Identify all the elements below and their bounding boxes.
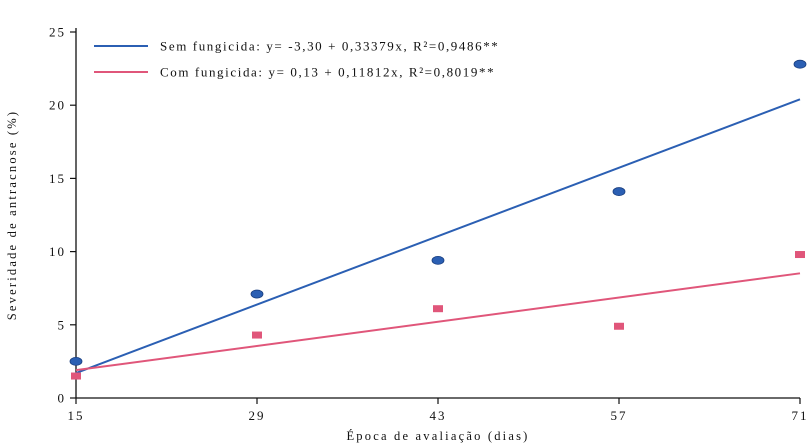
point-com-fungicida-43 — [433, 305, 443, 313]
point-sem-fungicida-29 — [250, 289, 264, 299]
x-tick-label-71: 71 — [792, 408, 808, 423]
legend-label-com-fungicida: Com fungicida: y= 0,13 + 0,11812x, R²=0,… — [160, 65, 495, 80]
y-tick-label-25: 25 — [49, 25, 66, 40]
x-tick-label-43: 43 — [430, 408, 447, 423]
axis-titles: Época de avaliação (dias) Severidade de a… — [5, 110, 529, 443]
fit-lines — [75, 98, 801, 374]
x-axis-title: Época de avaliação (dias) — [346, 429, 529, 443]
y-tick-label-0: 0 — [58, 391, 67, 406]
point-com-fungicida-15 — [71, 372, 81, 380]
point-sem-fungicida-57 — [612, 187, 626, 196]
point-com-fungicida-29 — [252, 331, 262, 339]
x-tick-label-29: 29 — [249, 408, 266, 423]
point-com-fungicida-57 — [614, 322, 624, 330]
y-tick-label-10: 10 — [49, 244, 66, 259]
point-sem-fungicida-71 — [793, 59, 807, 69]
y-tick-label-15: 15 — [49, 171, 66, 186]
data-markers — [69, 59, 807, 380]
x-tick-label-57: 57 — [611, 408, 628, 423]
y-tick-label-5: 5 — [58, 317, 67, 332]
y-tick-label-20: 20 — [49, 98, 66, 113]
point-com-fungicida-71 — [795, 251, 805, 259]
legend-label-sem-fungicida: Sem fungicida: y= -3,30 + 0,33379x, R²=0… — [160, 39, 499, 54]
x-tick-label-15: 15 — [68, 408, 85, 423]
y-axis-title: Severidade de antracnose (%) — [5, 110, 19, 320]
axes: 0 5 10 15 20 25 15 29 43 57 71 — [49, 25, 808, 424]
legend: Sem fungicida: y= -3,30 + 0,33379x, R²=0… — [94, 39, 499, 80]
fit-line-com-fungicida — [75, 272, 801, 372]
point-sem-fungicida-15 — [69, 356, 83, 366]
point-sem-fungicida-43 — [431, 255, 445, 265]
fit-line-sem-fungicida — [75, 98, 801, 374]
